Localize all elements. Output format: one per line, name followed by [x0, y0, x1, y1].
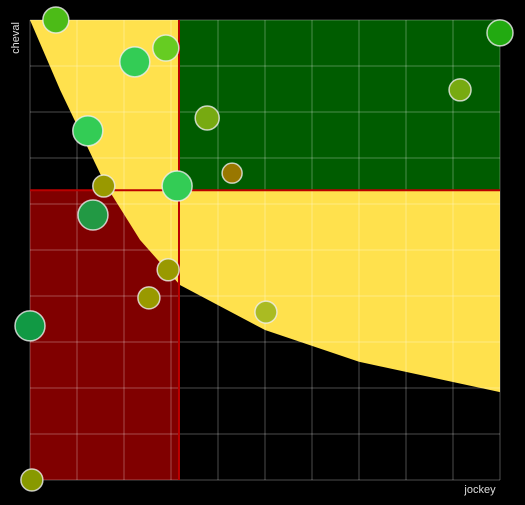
bubble: [77, 199, 109, 231]
y-axis-label: cheval: [10, 22, 22, 54]
bubble: [221, 162, 243, 184]
bubble: [194, 105, 220, 131]
bubble: [42, 6, 70, 34]
bubble: [92, 174, 116, 198]
grid: [29, 19, 501, 481]
x-axis-label: jockey: [463, 484, 496, 496]
bubble: [72, 115, 104, 147]
bubble: [254, 300, 278, 324]
bubble: [119, 46, 151, 78]
bubble: [137, 286, 161, 310]
bubble: [486, 19, 514, 47]
points: [14, 6, 514, 492]
bubble: [14, 310, 46, 342]
bubble: [156, 258, 180, 282]
zones: [30, 20, 501, 480]
zone: [178, 20, 501, 191]
bubble: [161, 170, 193, 202]
bubble: [448, 78, 472, 102]
bubble: [20, 468, 44, 492]
bubble: [152, 34, 180, 62]
